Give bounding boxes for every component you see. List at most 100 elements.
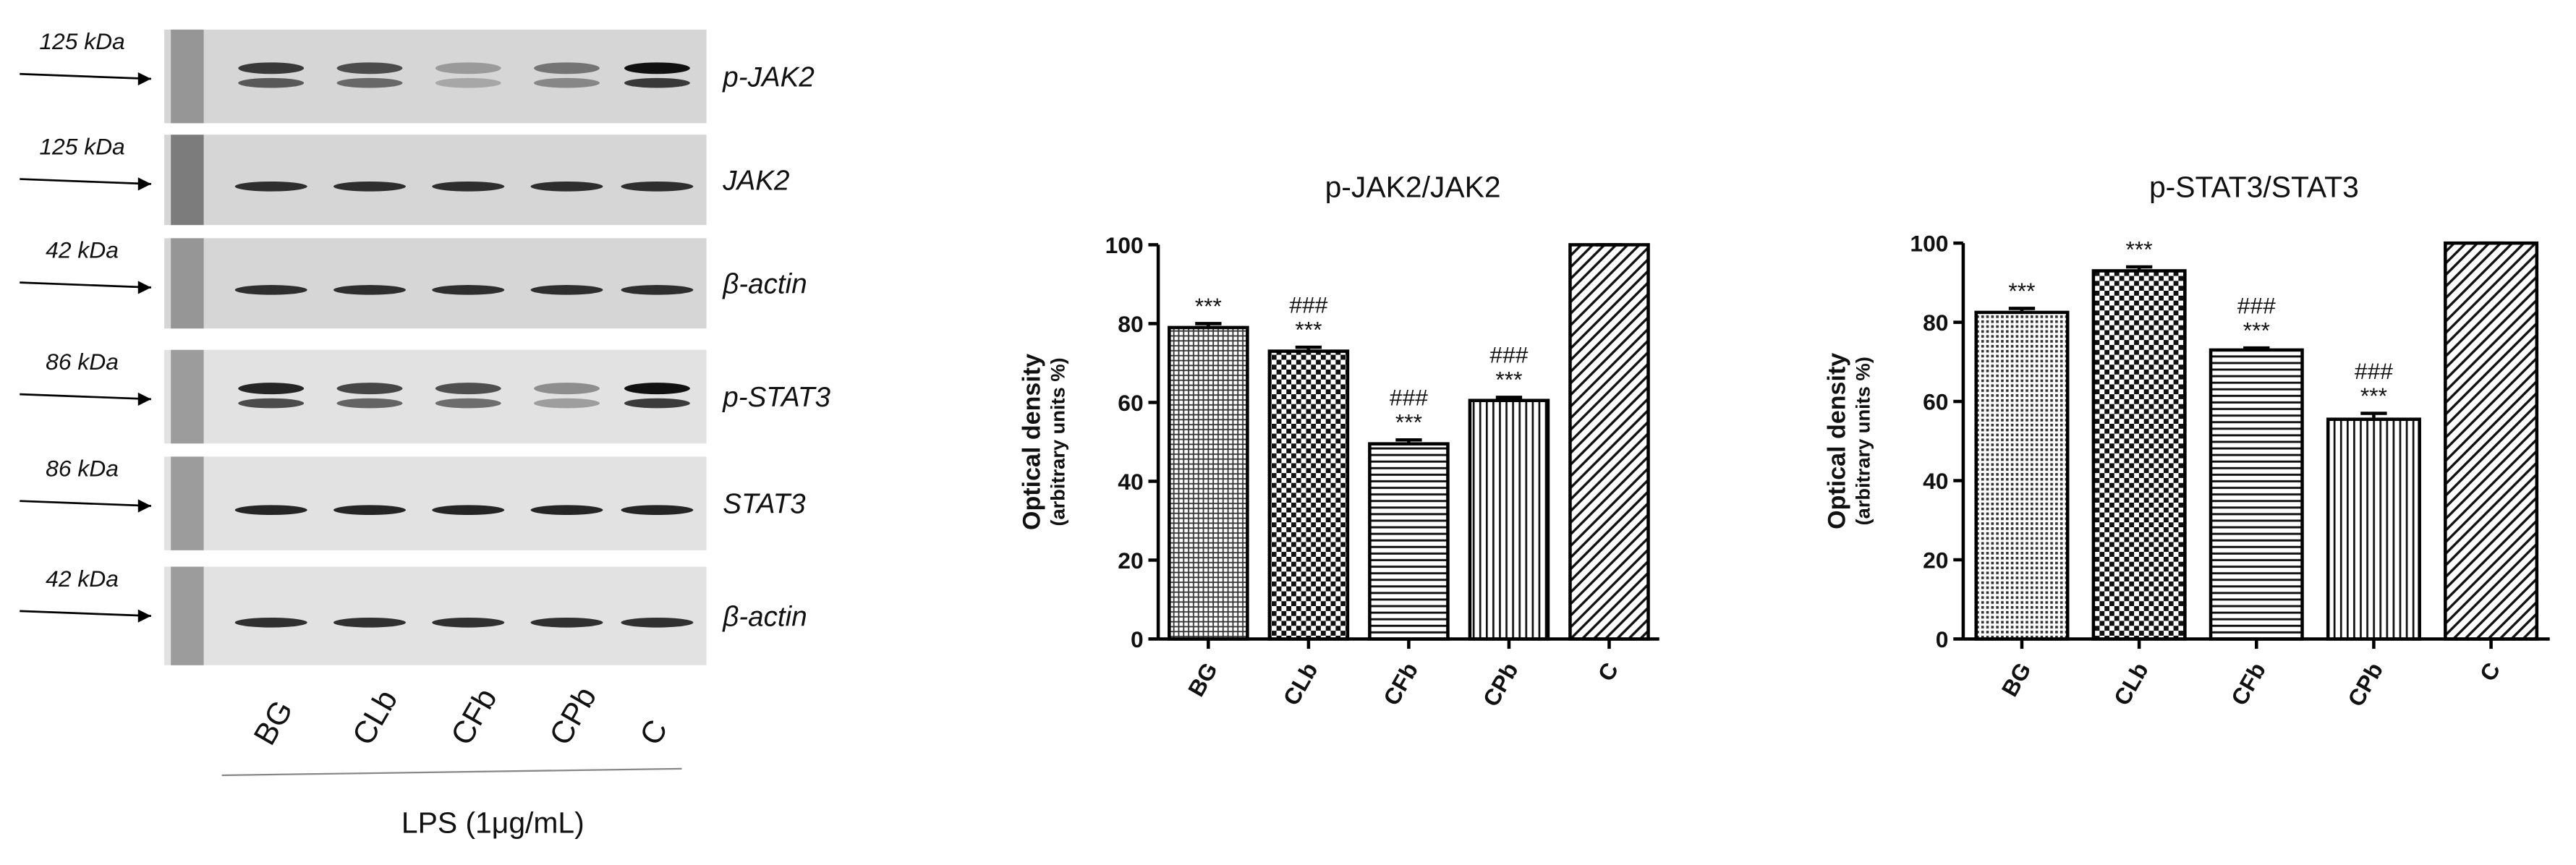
- marker-arrowhead: [137, 281, 151, 294]
- y-axis-sublabel: (arbitrary units %): [1047, 357, 1069, 526]
- y-tick-label: 0: [1131, 626, 1144, 652]
- marker-arrow: [20, 610, 151, 618]
- error-bar: [2360, 412, 2387, 419]
- significance-label: ###: [1489, 342, 1528, 368]
- band: [530, 285, 603, 295]
- y-tick-label: 20: [1118, 547, 1143, 574]
- chart-title: p-JAK2/JAK2: [1325, 171, 1501, 204]
- treatment-line: [221, 767, 682, 777]
- marker-arrow: [20, 281, 151, 289]
- protein-label: β-actin: [722, 268, 807, 299]
- y-tick-label: 80: [1118, 311, 1143, 337]
- band: [435, 398, 501, 409]
- significance-label: ***: [2008, 278, 2035, 304]
- band: [234, 617, 307, 628]
- y-tick-label: 100: [1105, 232, 1144, 258]
- band: [432, 505, 505, 516]
- band: [624, 383, 690, 395]
- band: [435, 77, 501, 88]
- marker-label: 42 kDa: [46, 566, 119, 592]
- significance-label: ###: [2237, 292, 2276, 318]
- band: [530, 617, 603, 628]
- marker-arrowhead: [137, 499, 151, 513]
- chart-title: p-STAT3/STAT3: [2149, 171, 2359, 204]
- band: [435, 62, 501, 74]
- blot-panel: [164, 566, 707, 665]
- error-bar: [1495, 396, 1523, 401]
- blot-panel: [164, 135, 707, 226]
- x-tick-label: C: [1593, 658, 1624, 686]
- ladder-lane: [171, 135, 204, 226]
- x-tick-label: CLb: [1278, 658, 1323, 710]
- significance-label: ###: [1390, 385, 1428, 411]
- significance-label: ***: [1395, 409, 1422, 435]
- marker-arrow: [20, 72, 151, 80]
- western-blot: 125 kDa p-JAK2 125 kDa JAK2 42 kDa β-actin 86 …: [20, 28, 830, 665]
- band: [333, 617, 406, 628]
- band: [336, 398, 403, 409]
- protein-label: β-actin: [722, 601, 807, 632]
- band: [333, 181, 406, 192]
- bar: [1974, 310, 2070, 641]
- band: [621, 505, 694, 516]
- y-tick-label: 40: [1118, 469, 1143, 495]
- band: [333, 505, 406, 516]
- blot-panel: [164, 29, 707, 124]
- band: [432, 181, 505, 192]
- marker-arrow: [20, 178, 151, 185]
- band: [530, 181, 603, 192]
- y-tick-label: 100: [1910, 231, 1948, 257]
- bar: [1267, 349, 1350, 641]
- significance-label: ***: [1295, 317, 1322, 343]
- bar: [2091, 269, 2187, 641]
- band: [534, 398, 600, 409]
- protein-label: p-JAK2: [722, 61, 815, 93]
- band: [238, 383, 305, 395]
- band: [621, 617, 694, 628]
- y-axis-label: Optical density: [1019, 354, 1046, 530]
- band: [333, 285, 406, 295]
- bar: [1368, 442, 1450, 641]
- marker-label: 125 kDa: [39, 28, 124, 54]
- band: [621, 181, 694, 192]
- x-tick-label: CFb: [2226, 658, 2271, 710]
- y-tick-label: 20: [1923, 547, 1948, 573]
- band: [534, 77, 600, 88]
- protein-label: JAK2: [722, 165, 789, 196]
- error-bar: [2008, 307, 2036, 312]
- marker-arrowhead: [137, 609, 151, 623]
- band: [624, 62, 690, 74]
- band: [336, 383, 403, 395]
- y-tick-label: 40: [1923, 468, 1948, 494]
- bar: [1468, 399, 1550, 641]
- x-tick-label: C: [2475, 658, 2506, 686]
- band: [624, 398, 690, 409]
- significance-label: ***: [2126, 236, 2153, 262]
- blot-panel: [164, 456, 707, 550]
- marker-label: 86 kDa: [46, 456, 119, 482]
- marker-label: 86 kDa: [46, 349, 119, 375]
- x-tick-label: BG: [1997, 658, 2036, 701]
- lane-label: BG: [247, 694, 300, 751]
- ladder-lane: [171, 29, 204, 124]
- band: [336, 77, 403, 88]
- band: [238, 62, 305, 74]
- marker-arrowhead: [137, 72, 151, 86]
- significance-label: ***: [1195, 293, 1222, 319]
- bar: [2209, 348, 2304, 641]
- protein-label: STAT3: [723, 489, 806, 520]
- marker-arrowhead: [137, 177, 151, 191]
- significance-label: ***: [2243, 318, 2270, 344]
- x-tick-label: CPb: [1478, 658, 1523, 711]
- marker-label: 125 kDa: [39, 134, 124, 160]
- error-bar: [2243, 346, 2270, 350]
- significance-label: ***: [1495, 367, 1522, 393]
- band: [534, 62, 600, 74]
- band: [435, 383, 501, 395]
- ladder-lane: [171, 456, 204, 550]
- blot-panel: [164, 238, 707, 329]
- y-tick-label: 60: [1923, 388, 1948, 414]
- lane-label: CFb: [444, 683, 503, 751]
- bar: [1568, 243, 1650, 641]
- lane-label: CLb: [346, 684, 404, 751]
